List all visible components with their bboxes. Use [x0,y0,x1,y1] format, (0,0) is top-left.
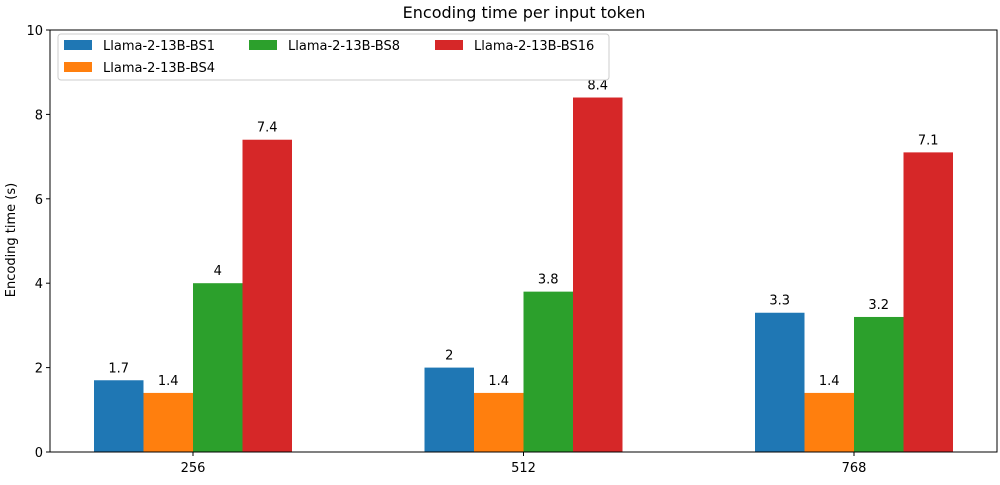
value-label: 3.8 [538,273,559,288]
legend: Llama-2-13B-BS1 Llama-2-13B-BS4 Llama-2-13… [57,33,610,81]
y-tick-label: 4 [35,277,43,292]
y-tick-label: 6 [35,193,43,208]
y-axis-label: Encoding time (s) [4,183,19,297]
value-label: 7.1 [918,133,939,148]
value-label: 1.7 [108,361,129,376]
bar-llama-2-13b-bs16-768 [903,152,953,452]
bar-llama-2-13b-bs1-256 [94,380,144,452]
x-tick-label: 512 [511,461,536,476]
x-tick-label: 256 [181,461,206,476]
legend-box [57,33,610,81]
x-tick-label: 768 [842,461,867,476]
legend-swatch [64,62,92,72]
bar-llama-2-13b-bs8-512 [523,291,573,452]
bar-llama-2-13b-bs1-512 [424,367,474,452]
bar-llama-2-13b-bs1-768 [755,312,805,452]
y-tick-label: 0 [35,446,43,461]
legend-label: Llama-2-13B-BS8 [288,39,400,54]
y-tick-label: 8 [35,108,43,123]
chart-title: Encoding time per input token [403,3,646,22]
value-label: 7.4 [257,121,278,136]
bar-llama-2-13b-bs4-256 [143,392,193,452]
value-label: 1.4 [819,374,840,389]
legend-label: Llama-2-13B-BS1 [103,39,215,54]
value-label: 3.2 [868,298,889,313]
bar-llama-2-13b-bs8-256 [193,283,243,452]
value-label: 4 [214,264,222,279]
legend-swatch [249,40,277,50]
value-label: 8.4 [587,79,608,94]
bar-llama-2-13b-bs4-768 [804,392,854,452]
bar-llama-2-13b-bs16-256 [242,139,292,452]
legend-label: Llama-2-13B-BS16 [474,39,594,54]
legend-label: Llama-2-13B-BS4 [103,61,215,76]
legend-swatch [435,40,463,50]
value-label: 3.3 [769,294,790,309]
y-tick-label: 10 [26,24,43,39]
value-label: 2 [445,349,453,364]
legend-swatch [64,40,92,50]
bars-layer: 1.7 2 3.3 1.4 1.4 1.4 4 3.8 3.2 7.4 8.4 7.1 [94,79,953,453]
axes-layer: 0 2 4 6 8 10 256 512 768 [26,24,998,476]
bar-llama-2-13b-bs8-768 [854,316,904,452]
bar-llama-2-13b-bs4-512 [474,392,524,452]
y-tick-label: 2 [35,362,43,377]
bar-llama-2-13b-bs16-512 [573,97,623,453]
value-label: 1.4 [158,374,179,389]
value-label: 1.4 [488,374,509,389]
